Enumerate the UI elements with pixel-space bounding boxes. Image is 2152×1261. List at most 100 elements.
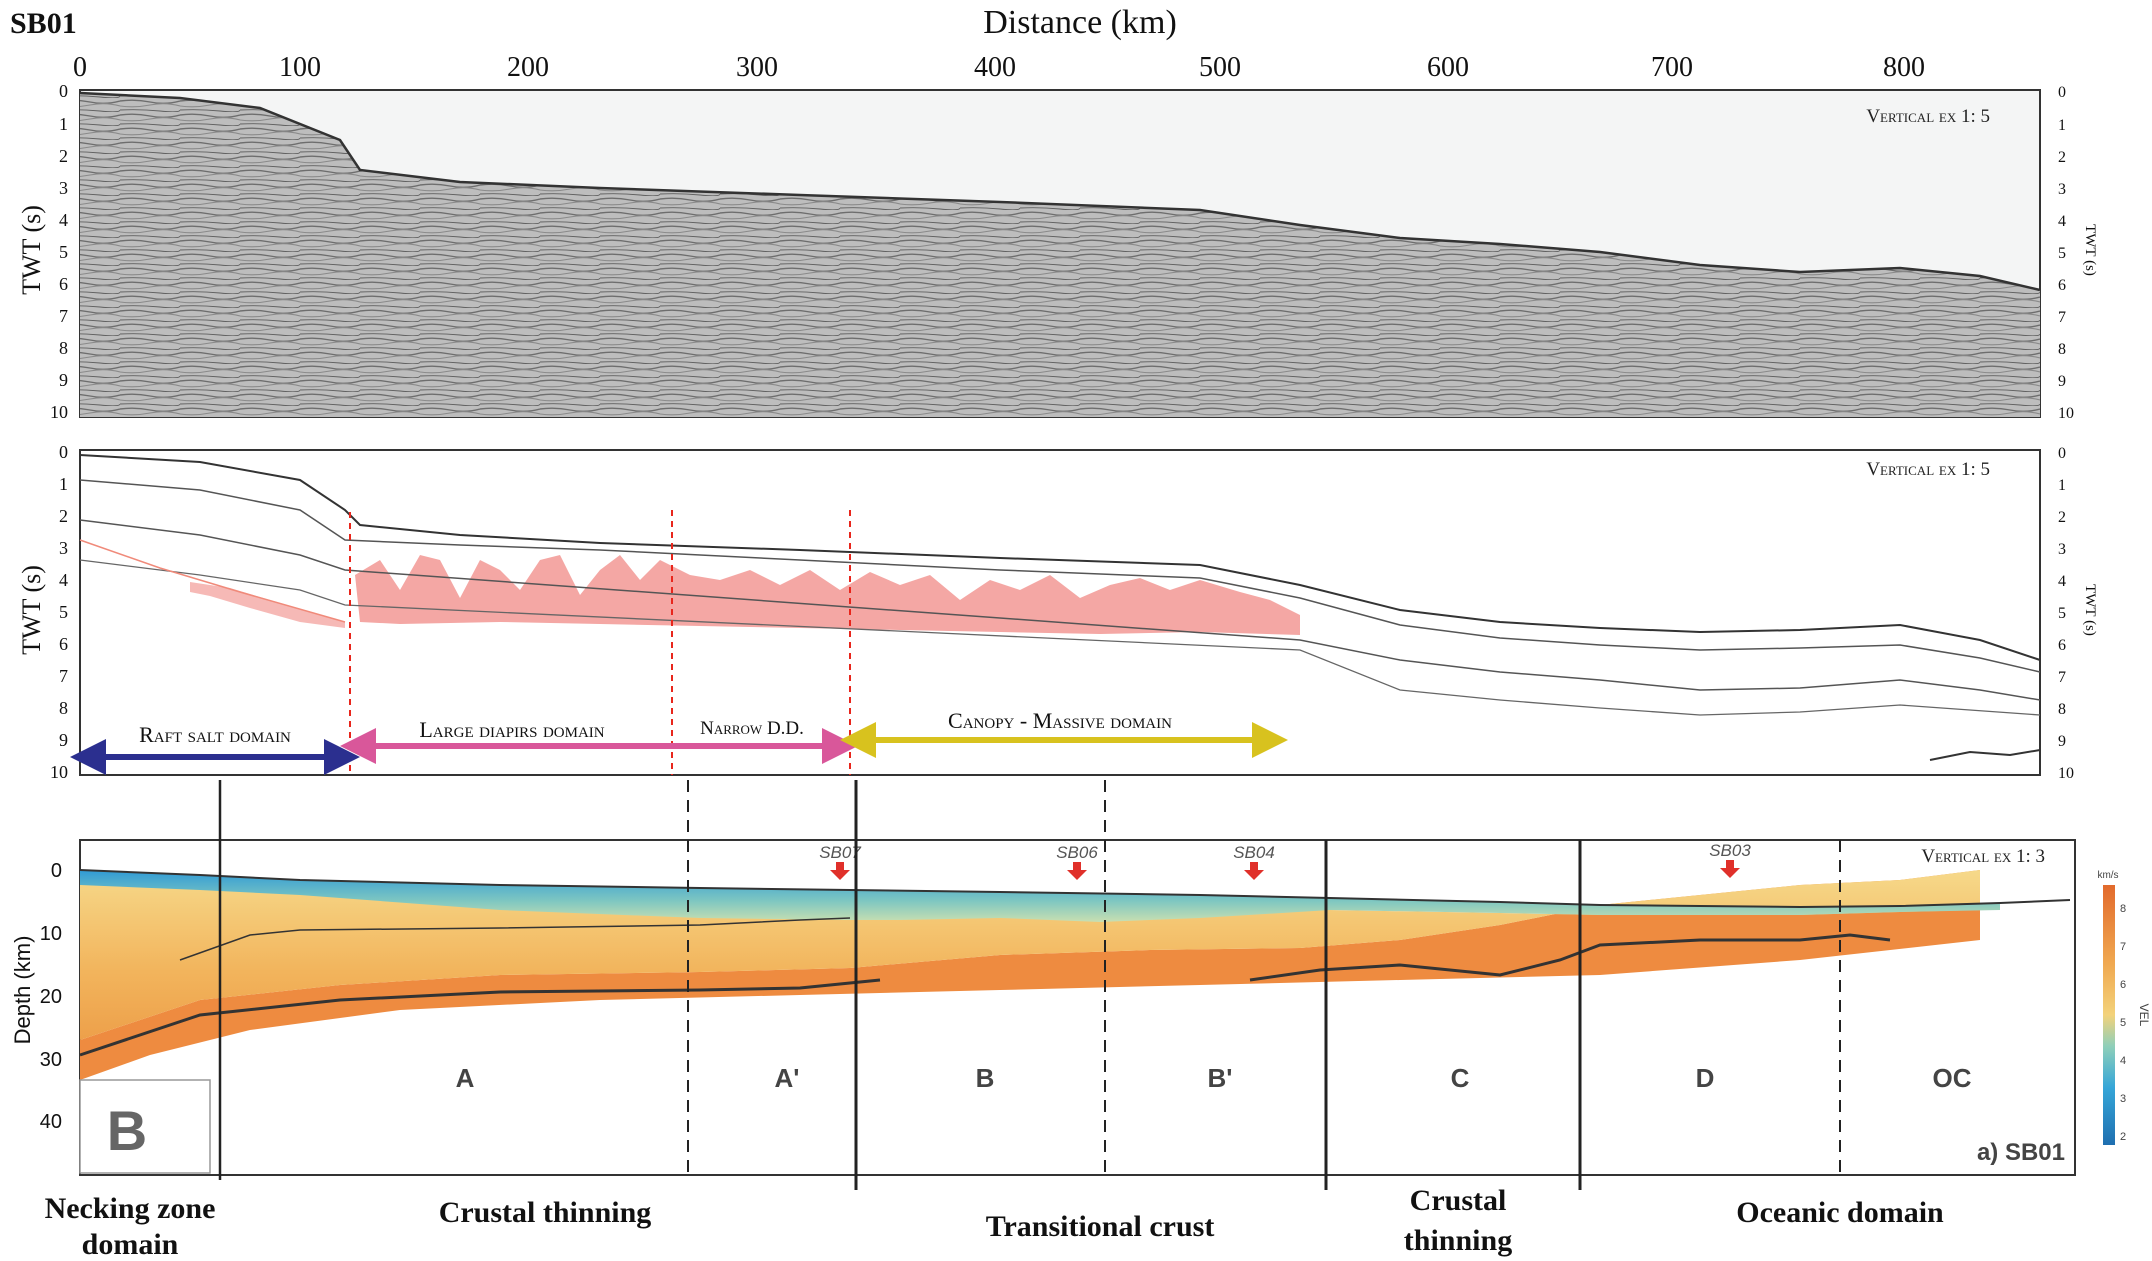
panel-caption: a) SB01 [1977, 1139, 2065, 1166]
narrow-dd-label: Narrow D.D. [700, 718, 804, 739]
salt-bodies [355, 555, 1300, 635]
colorbar-tick: 8 [2120, 903, 2126, 915]
distance-axis-title: Distance (km) [983, 4, 1177, 41]
twt-axis-left-middle: 0 1 2 3 4 5 6 7 8 9 10 [50, 442, 68, 782]
twt-tick: 9 [2058, 373, 2066, 390]
vertical-exaggeration-label: Vertical ex 1: 5 [1866, 459, 1990, 480]
zone-label: A' [775, 1063, 800, 1093]
seismic-reflectors [80, 93, 2040, 417]
distance-tick: 500 [1199, 52, 1241, 83]
depth-axis: 0 10 20 30 40 [40, 860, 62, 1133]
domain-label: thinning [1404, 1224, 1512, 1257]
station-marker-icon [830, 862, 850, 880]
twt-axis-right-top: 0 1 2 3 4 5 6 7 8 9 10 [2058, 84, 2074, 422]
twt-tick: 2 [2058, 149, 2066, 166]
twt-tick: 4 [2058, 213, 2066, 230]
twt-tick: 3 [2058, 541, 2066, 558]
domain-label: domain [82, 1228, 179, 1261]
twt-tick: 9 [2058, 733, 2066, 750]
colorbar-tick: 7 [2120, 941, 2126, 953]
twt-tick: 10 [50, 402, 68, 422]
zone-label: D [1696, 1063, 1715, 1093]
twt-tick: 4 [59, 210, 68, 230]
seismic-panel: Vertical ex 1: 5 [79, 89, 2041, 418]
twt-tick: 6 [59, 274, 68, 294]
twt-tick: 1 [2058, 477, 2066, 494]
distance-tick: 300 [736, 52, 778, 83]
crust-layer [80, 870, 1980, 1040]
depth-tick: 10 [40, 923, 62, 945]
distance-tick: 100 [279, 52, 321, 83]
basement-line [179, 917, 851, 961]
distance-tick: 700 [1651, 52, 1693, 83]
colorbar-unit: km/s [2097, 870, 2118, 881]
seabed-line [79, 91, 2041, 292]
twt-tick: 3 [59, 538, 68, 558]
twt-tick: 1 [59, 114, 68, 134]
zone-label: OC [1933, 1063, 1972, 1093]
twt-tick: 4 [2058, 573, 2066, 590]
station-marker-icon [1720, 860, 1740, 878]
twt-tick: 1 [2058, 117, 2066, 134]
twt-tick: 5 [2058, 605, 2066, 622]
twt-tick: 1 [59, 474, 68, 494]
horizon-line [79, 479, 2041, 673]
twt-tick: 5 [2058, 245, 2066, 262]
zone-label: B' [1208, 1063, 1233, 1093]
distance-tick: 400 [974, 52, 1016, 83]
colorbar-tick: 6 [2120, 979, 2126, 991]
distance-tick: 0 [73, 52, 87, 83]
twt-tick: 5 [59, 242, 68, 262]
zone-label: A [456, 1063, 475, 1093]
twt-tick: 2 [59, 506, 68, 526]
twt-axis-label-right-middle: TWT (s) [2082, 584, 2098, 636]
deep-reflector [1929, 749, 2041, 761]
twt-tick: 5 [59, 602, 68, 622]
large-diapirs-label: Large diapirs domain [419, 717, 604, 742]
twt-tick: 10 [2058, 405, 2074, 422]
panel-letter-box [79, 1079, 211, 1174]
twt-axis-left-top: 0 1 2 3 4 5 6 7 8 9 10 [50, 81, 68, 422]
depth-tick: 40 [40, 1111, 62, 1133]
twt-tick: 7 [59, 666, 68, 686]
moho-line [79, 978, 881, 1057]
twt-tick: 4 [59, 570, 68, 590]
zone-label: B [976, 1063, 995, 1093]
twt-tick: 7 [2058, 669, 2066, 686]
panel-letter: B [107, 1099, 147, 1162]
twt-axis-label-left-top: TWT (s) [17, 205, 46, 295]
domain-labels-bottom: Necking zone domain Crustal thinning Tra… [45, 1184, 1944, 1261]
raft-salt [190, 582, 345, 628]
distance-tick: 800 [1883, 52, 1925, 83]
distance-ticks: 0 100 200 300 400 500 600 700 800 [73, 52, 1925, 83]
twt-tick: 8 [2058, 701, 2066, 718]
twt-tick: 2 [2058, 509, 2066, 526]
domain-label: Oceanic domain [1736, 1196, 1944, 1229]
twt-tick: 8 [59, 698, 68, 718]
twt-tick: 6 [2058, 637, 2066, 654]
twt-axis-label-right-top: TWT (s) [2082, 224, 2098, 276]
twt-tick: 7 [59, 306, 68, 326]
raft-salt-label: Raft salt domain [139, 722, 291, 747]
zone-label: C [1451, 1063, 1470, 1093]
vertical-exaggeration-label: Vertical ex 1: 5 [1866, 106, 1990, 127]
station-label: SB07 [819, 843, 861, 862]
colorbar-label: VEL [2137, 1004, 2151, 1027]
distance-tick: 600 [1427, 52, 1469, 83]
domain-label: Crustal [1410, 1184, 1507, 1217]
twt-tick: 6 [2058, 277, 2066, 294]
velocity-panel: Vertical ex 1: 3 SB07 SB06 SB04 SB03 A A… [79, 780, 2151, 1190]
depth-tick: 0 [51, 860, 62, 882]
sediment-layer [80, 870, 2000, 922]
twt-tick: 7 [2058, 309, 2066, 326]
salt-base [79, 539, 346, 623]
depth-tick: 20 [40, 986, 62, 1008]
domain-label: Crustal thinning [439, 1196, 652, 1229]
twt-tick: 0 [2058, 445, 2066, 462]
station-label: SB04 [1233, 843, 1275, 862]
colorbar-tick: 2 [2120, 1131, 2126, 1143]
station-marker-icon [1067, 862, 1087, 880]
profile-name: SB01 [10, 7, 77, 40]
station-label: SB03 [1709, 841, 1751, 860]
